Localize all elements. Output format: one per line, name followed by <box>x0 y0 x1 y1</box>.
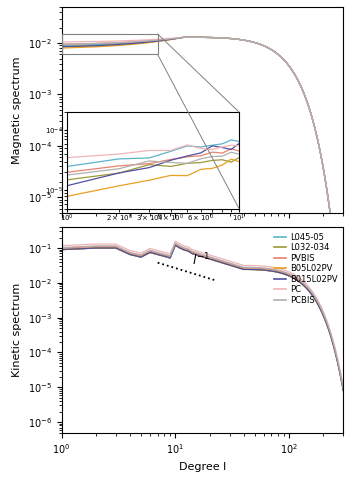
Text: $l^{-1}$: $l^{-1}$ <box>192 251 210 268</box>
Y-axis label: Magnetic spectrum: Magnetic spectrum <box>12 56 22 163</box>
Bar <box>62 34 158 54</box>
Legend: L045-05, L032-034, PVBIS, B05L02PV, B015L02PV, PC, PCBIS: L045-05, L032-034, PVBIS, B05L02PV, B015… <box>272 231 339 306</box>
X-axis label: Degree l: Degree l <box>179 462 226 472</box>
Y-axis label: Kinetic spectrum: Kinetic spectrum <box>12 282 22 377</box>
